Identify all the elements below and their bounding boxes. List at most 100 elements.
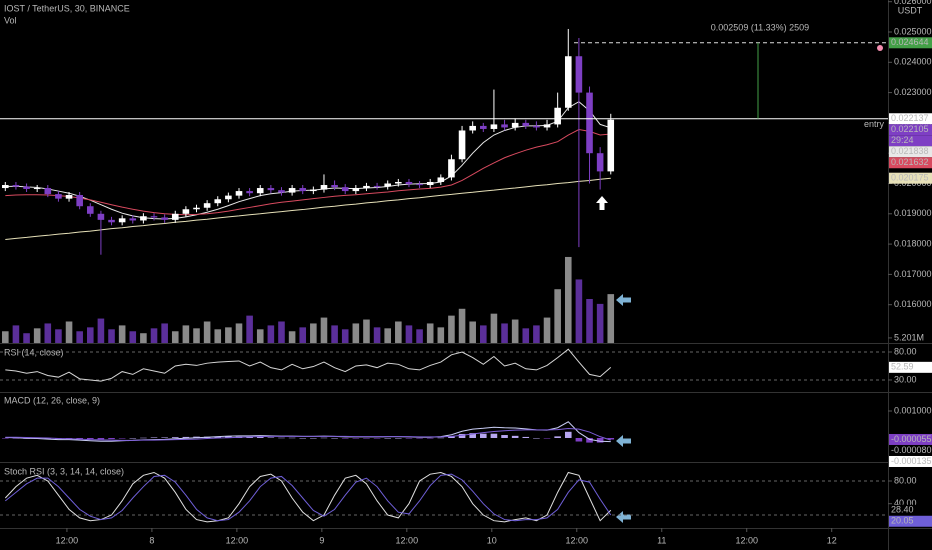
last-value-label: 20.05 bbox=[891, 516, 914, 526]
histogram-bar bbox=[76, 438, 83, 440]
histogram-bar bbox=[341, 438, 349, 439]
histogram-bar bbox=[596, 438, 604, 443]
histogram-bar bbox=[352, 438, 360, 439]
measure-label: 0.002509 (11.33%) 2509 bbox=[711, 22, 809, 32]
volume-bar bbox=[448, 315, 455, 343]
histogram-bar bbox=[278, 437, 285, 439]
candle-body bbox=[182, 209, 190, 214]
volume-bar bbox=[384, 328, 391, 343]
last-value-label-box bbox=[889, 433, 932, 445]
volume-bar bbox=[501, 323, 508, 343]
indicator-line bbox=[4, 471, 612, 523]
indicator-line bbox=[5, 348, 612, 382]
candle-body bbox=[23, 186, 30, 189]
volume-bar bbox=[246, 315, 253, 343]
histogram-bar bbox=[533, 438, 540, 439]
y-tick-label: 0.025000 bbox=[894, 26, 932, 36]
currency-label: USDT bbox=[898, 5, 923, 15]
volume-bar bbox=[341, 329, 349, 343]
candle-body bbox=[373, 185, 381, 187]
candle-body bbox=[225, 195, 232, 200]
histogram-bar bbox=[246, 436, 253, 439]
histogram-bar bbox=[607, 438, 615, 440]
candle-body bbox=[203, 203, 211, 208]
histogram-bar bbox=[575, 438, 583, 442]
histogram-bar bbox=[129, 438, 137, 439]
candle-body bbox=[426, 181, 434, 186]
candle-body bbox=[596, 153, 604, 172]
volume-bar bbox=[118, 325, 126, 343]
candle-body bbox=[469, 125, 476, 131]
candle-body bbox=[256, 188, 264, 194]
alert-icon bbox=[877, 45, 883, 51]
y-tick-label: 80.00 bbox=[894, 346, 917, 356]
candle-body bbox=[12, 185, 20, 187]
histogram-bar bbox=[331, 438, 338, 439]
y-tick-label: 40.00 bbox=[894, 498, 917, 508]
volume-bar bbox=[395, 321, 402, 343]
last-value-label: -0.000055 bbox=[891, 434, 932, 444]
histogram-bar bbox=[2, 438, 9, 439]
candle-body bbox=[267, 188, 275, 191]
target-label: 0.024644 bbox=[891, 37, 929, 47]
last-value-label: 28.40 bbox=[891, 505, 914, 515]
candle-body bbox=[118, 218, 126, 223]
target-label-box bbox=[889, 37, 932, 49]
histogram-bar bbox=[373, 438, 381, 439]
volume-bar bbox=[363, 319, 370, 343]
volume-bar bbox=[416, 329, 423, 343]
volume-bar bbox=[458, 308, 466, 343]
volume-bar bbox=[607, 294, 615, 343]
histogram-bar bbox=[395, 438, 402, 439]
candle-body bbox=[193, 207, 200, 210]
x-tick-label: 12:00 bbox=[56, 535, 79, 545]
candle-body bbox=[150, 216, 158, 218]
volume-bar bbox=[86, 327, 94, 343]
candle-body bbox=[384, 183, 391, 187]
volume-bar bbox=[12, 325, 20, 343]
histogram-bar bbox=[320, 437, 328, 439]
rsi-title: RSI (14, close) bbox=[4, 347, 64, 357]
volume-bar bbox=[182, 325, 190, 343]
y-tick-label: 30.00 bbox=[894, 374, 917, 384]
candle-body bbox=[607, 119, 615, 172]
volume-bar bbox=[65, 321, 73, 343]
volume-bar bbox=[171, 331, 179, 343]
x-tick-label: 12:00 bbox=[396, 535, 419, 545]
histogram-bar bbox=[108, 438, 115, 440]
candle-body bbox=[533, 125, 540, 128]
candle-body bbox=[86, 206, 94, 214]
candle-body bbox=[501, 124, 508, 128]
volume-bar bbox=[140, 333, 147, 343]
last-value-label: 0.020175 bbox=[891, 173, 929, 183]
histogram-bar bbox=[118, 438, 126, 439]
candle-body bbox=[33, 188, 41, 190]
volume-bar bbox=[310, 323, 317, 343]
volume-bar bbox=[554, 289, 561, 343]
candle-body bbox=[140, 216, 147, 221]
last-value-label: 52.59 bbox=[891, 362, 914, 372]
annotation-arrow bbox=[616, 435, 631, 447]
histogram-bar bbox=[564, 431, 572, 439]
histogram-bar bbox=[384, 438, 391, 439]
last-value-label-box bbox=[889, 172, 932, 184]
candle-body bbox=[458, 130, 466, 160]
candle-body bbox=[395, 181, 402, 184]
volume-bar bbox=[256, 329, 264, 343]
volume-bar bbox=[320, 317, 328, 343]
volume-bar bbox=[586, 299, 593, 343]
candle-body bbox=[246, 191, 253, 194]
histogram-bar bbox=[267, 437, 275, 439]
volume-bar bbox=[33, 328, 41, 343]
volume-bar bbox=[150, 328, 158, 343]
histogram-bar bbox=[256, 436, 264, 439]
histogram-bar bbox=[182, 436, 190, 439]
histogram-bar bbox=[363, 438, 370, 439]
candle-body bbox=[575, 56, 583, 93]
histogram-bar bbox=[554, 436, 561, 439]
histogram-bar bbox=[140, 437, 147, 439]
candle-body bbox=[522, 122, 530, 126]
histogram-bar bbox=[437, 437, 445, 439]
last-value-label: -0.000135 bbox=[891, 456, 932, 466]
